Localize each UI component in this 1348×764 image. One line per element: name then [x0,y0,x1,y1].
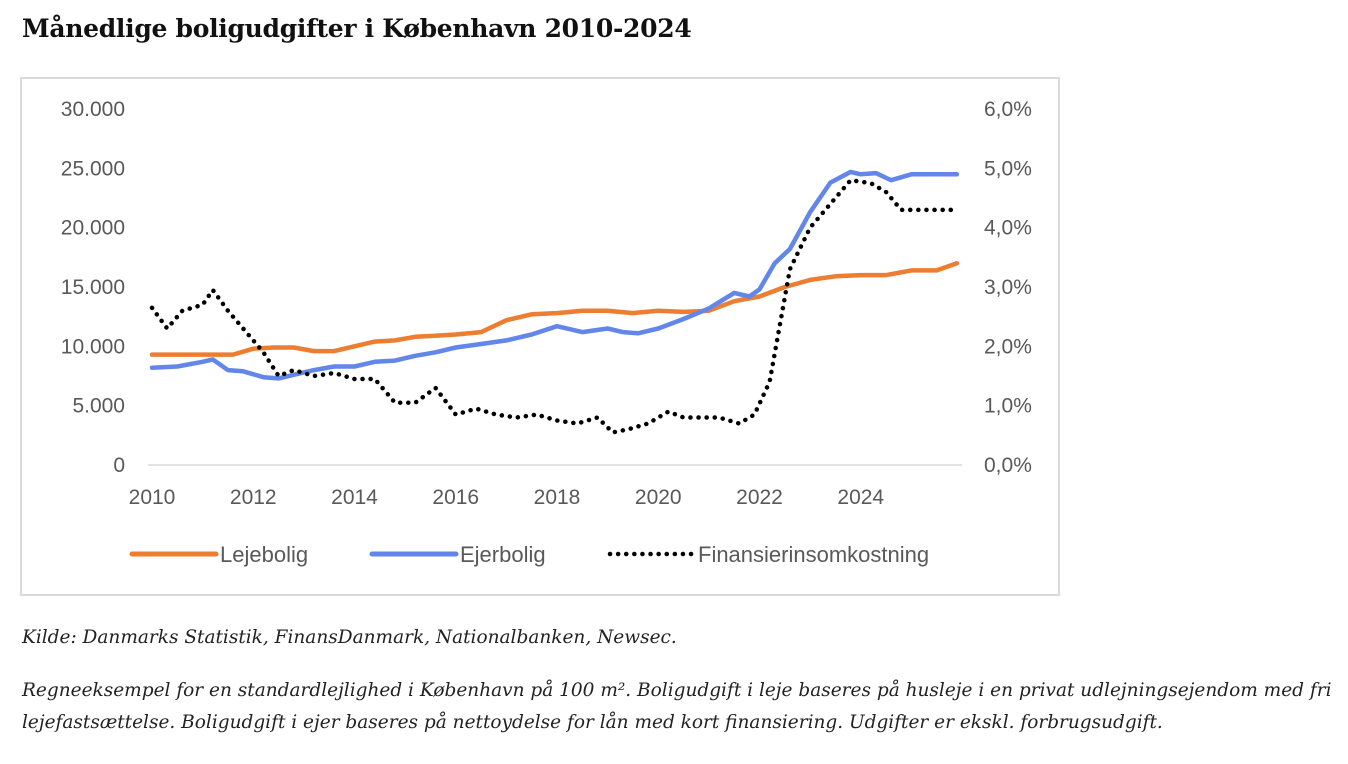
x-tick-label: 2024 [837,486,884,509]
x-tick-label: 2012 [230,486,277,509]
x-tick-label: 2010 [129,486,176,509]
legend-label-ejerbolig: Ejerbolig [460,542,546,567]
left-axis-tick-labels: 0 5.000 10.000 15.000 20.000 25.000 30.000 [61,98,125,477]
left-y-tick-label: 25.000 [61,157,125,180]
x-tick-label: 2018 [534,486,581,509]
right-axis-tick-labels: 0,0% 1,0% 2,0% 3,0% 4,0% 5,0% 6,0% [984,98,1032,477]
x-tick-label: 2016 [432,486,479,509]
left-y-tick-label: 5.000 [72,395,125,418]
explanation-note: Regneeksempel for en standardlejlighed i… [22,680,1332,733]
series-line-finansierinsomkostning [149,177,960,435]
left-y-tick-label: 0 [113,454,125,477]
right-y-tick-label: 1,0% [984,395,1032,418]
series-lines [149,169,960,435]
x-tick-label: 2014 [331,486,378,509]
x-axis-tick-labels: 2010 2012 2014 2016 2018 2020 2022 2024 [129,486,885,509]
left-y-tick-label: 10.000 [61,335,125,358]
series-line-lejebolig [149,261,960,357]
left-y-tick-label: 30.000 [61,98,125,121]
right-y-tick-label: 0,0% [984,454,1032,477]
source-note: Kilde: Danmarks Statistik, FinansDanmark… [22,627,677,648]
right-y-tick-label: 3,0% [984,276,1032,299]
series-line-ejerbolig [149,169,960,381]
right-y-tick-label: 5,0% [984,157,1032,180]
left-y-tick-label: 15.000 [61,276,125,299]
legend: Lejebolig Ejerbolig Finansierinsomkostning [129,542,929,567]
x-tick-label: 2020 [635,486,682,509]
right-y-tick-label: 2,0% [984,335,1032,358]
right-y-tick-label: 4,0% [984,217,1032,240]
legend-label-lejebolig: Lejebolig [220,542,308,567]
left-y-tick-label: 20.000 [61,217,125,240]
legend-label-finansierinsomkostning: Finansierinsomkostning [698,542,929,567]
chart-frame: 0 5.000 10.000 15.000 20.000 25.000 30.000 0,0… [20,77,1060,596]
chart-title: Månedlige boligudgifter i København 2010… [22,14,692,43]
x-tick-label: 2022 [736,486,783,509]
line-chart: 0 5.000 10.000 15.000 20.000 25.000 30.000 0,0… [61,98,1032,567]
right-y-tick-label: 6,0% [984,98,1032,121]
